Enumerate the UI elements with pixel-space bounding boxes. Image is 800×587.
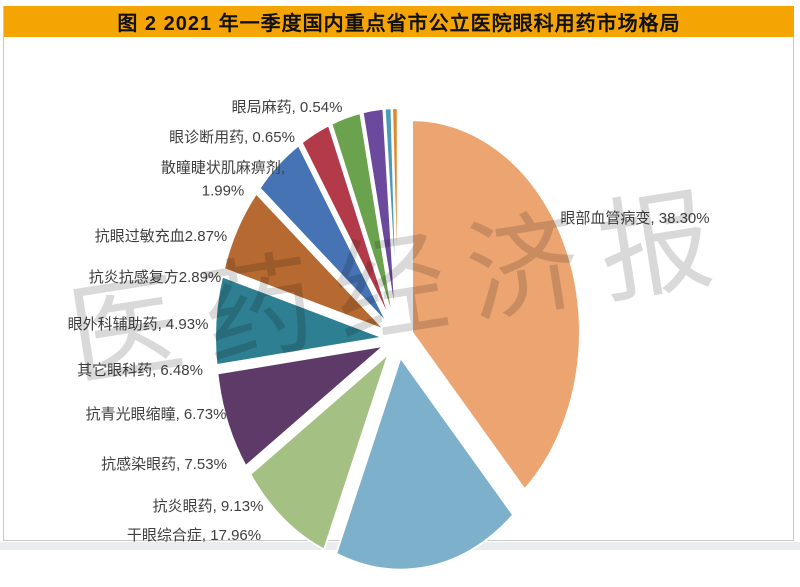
pie-slice-4 <box>214 275 385 367</box>
pie-slice-0 <box>411 119 581 491</box>
pie-slice-9 <box>361 107 397 322</box>
slice-label-3: 抗感染眼药, 7.53% <box>101 455 227 473</box>
slice-label-1: 干眼综合症, 17.96% <box>126 526 262 544</box>
pie-slice-6 <box>258 144 390 326</box>
chart-title-bar: 图 2 2021 年一季度国内重点省市公立医院眼科用药市场格局 <box>4 6 794 37</box>
slice-label-6: 眼外科辅助药, 4.93% <box>67 315 209 333</box>
slice-label-0: 眼部血管病变, 38.30% <box>560 209 710 227</box>
slice-label-2: 抗炎眼药, 9.13% <box>152 497 264 515</box>
slice-label-9: 散瞳睫状肌麻痹剂, 1.99% <box>160 159 286 200</box>
pie-slice-2 <box>249 352 390 551</box>
pie-slice-11 <box>391 106 399 321</box>
chart-title: 图 2 2021 年一季度国内重点省市公立医院眼科用药市场格局 <box>117 13 681 35</box>
slice-label-7: 抗炎抗感复方2.89% <box>88 268 222 286</box>
pie-labels-layer: 眼部血管病变, 38.30% 干眼综合症, 17.96% 抗炎眼药, 9.13% 抗感… <box>4 37 800 587</box>
slice-label-5: 其它眼科药, 6.48% <box>77 361 203 379</box>
pie-chart <box>214 106 581 571</box>
pie-slice-3 <box>216 344 385 468</box>
chart-area: 眼部血管病变, 38.30% 干眼综合症, 17.96% 抗炎眼药, 9.13% 抗感… <box>4 37 794 571</box>
slice-label-4: 抗青光眼缩瞳, 6.73% <box>85 405 227 423</box>
pie-slice-7 <box>300 124 393 324</box>
pie-slice-8 <box>330 112 395 322</box>
slice-label-10: 眼诊断用药, 0.65% <box>169 128 295 146</box>
slice-label-11: 眼局麻药, 0.54% <box>231 98 343 116</box>
slice-label-8: 抗眼过敏充血2.87% <box>94 227 228 245</box>
pie-slice-5 <box>222 192 386 331</box>
